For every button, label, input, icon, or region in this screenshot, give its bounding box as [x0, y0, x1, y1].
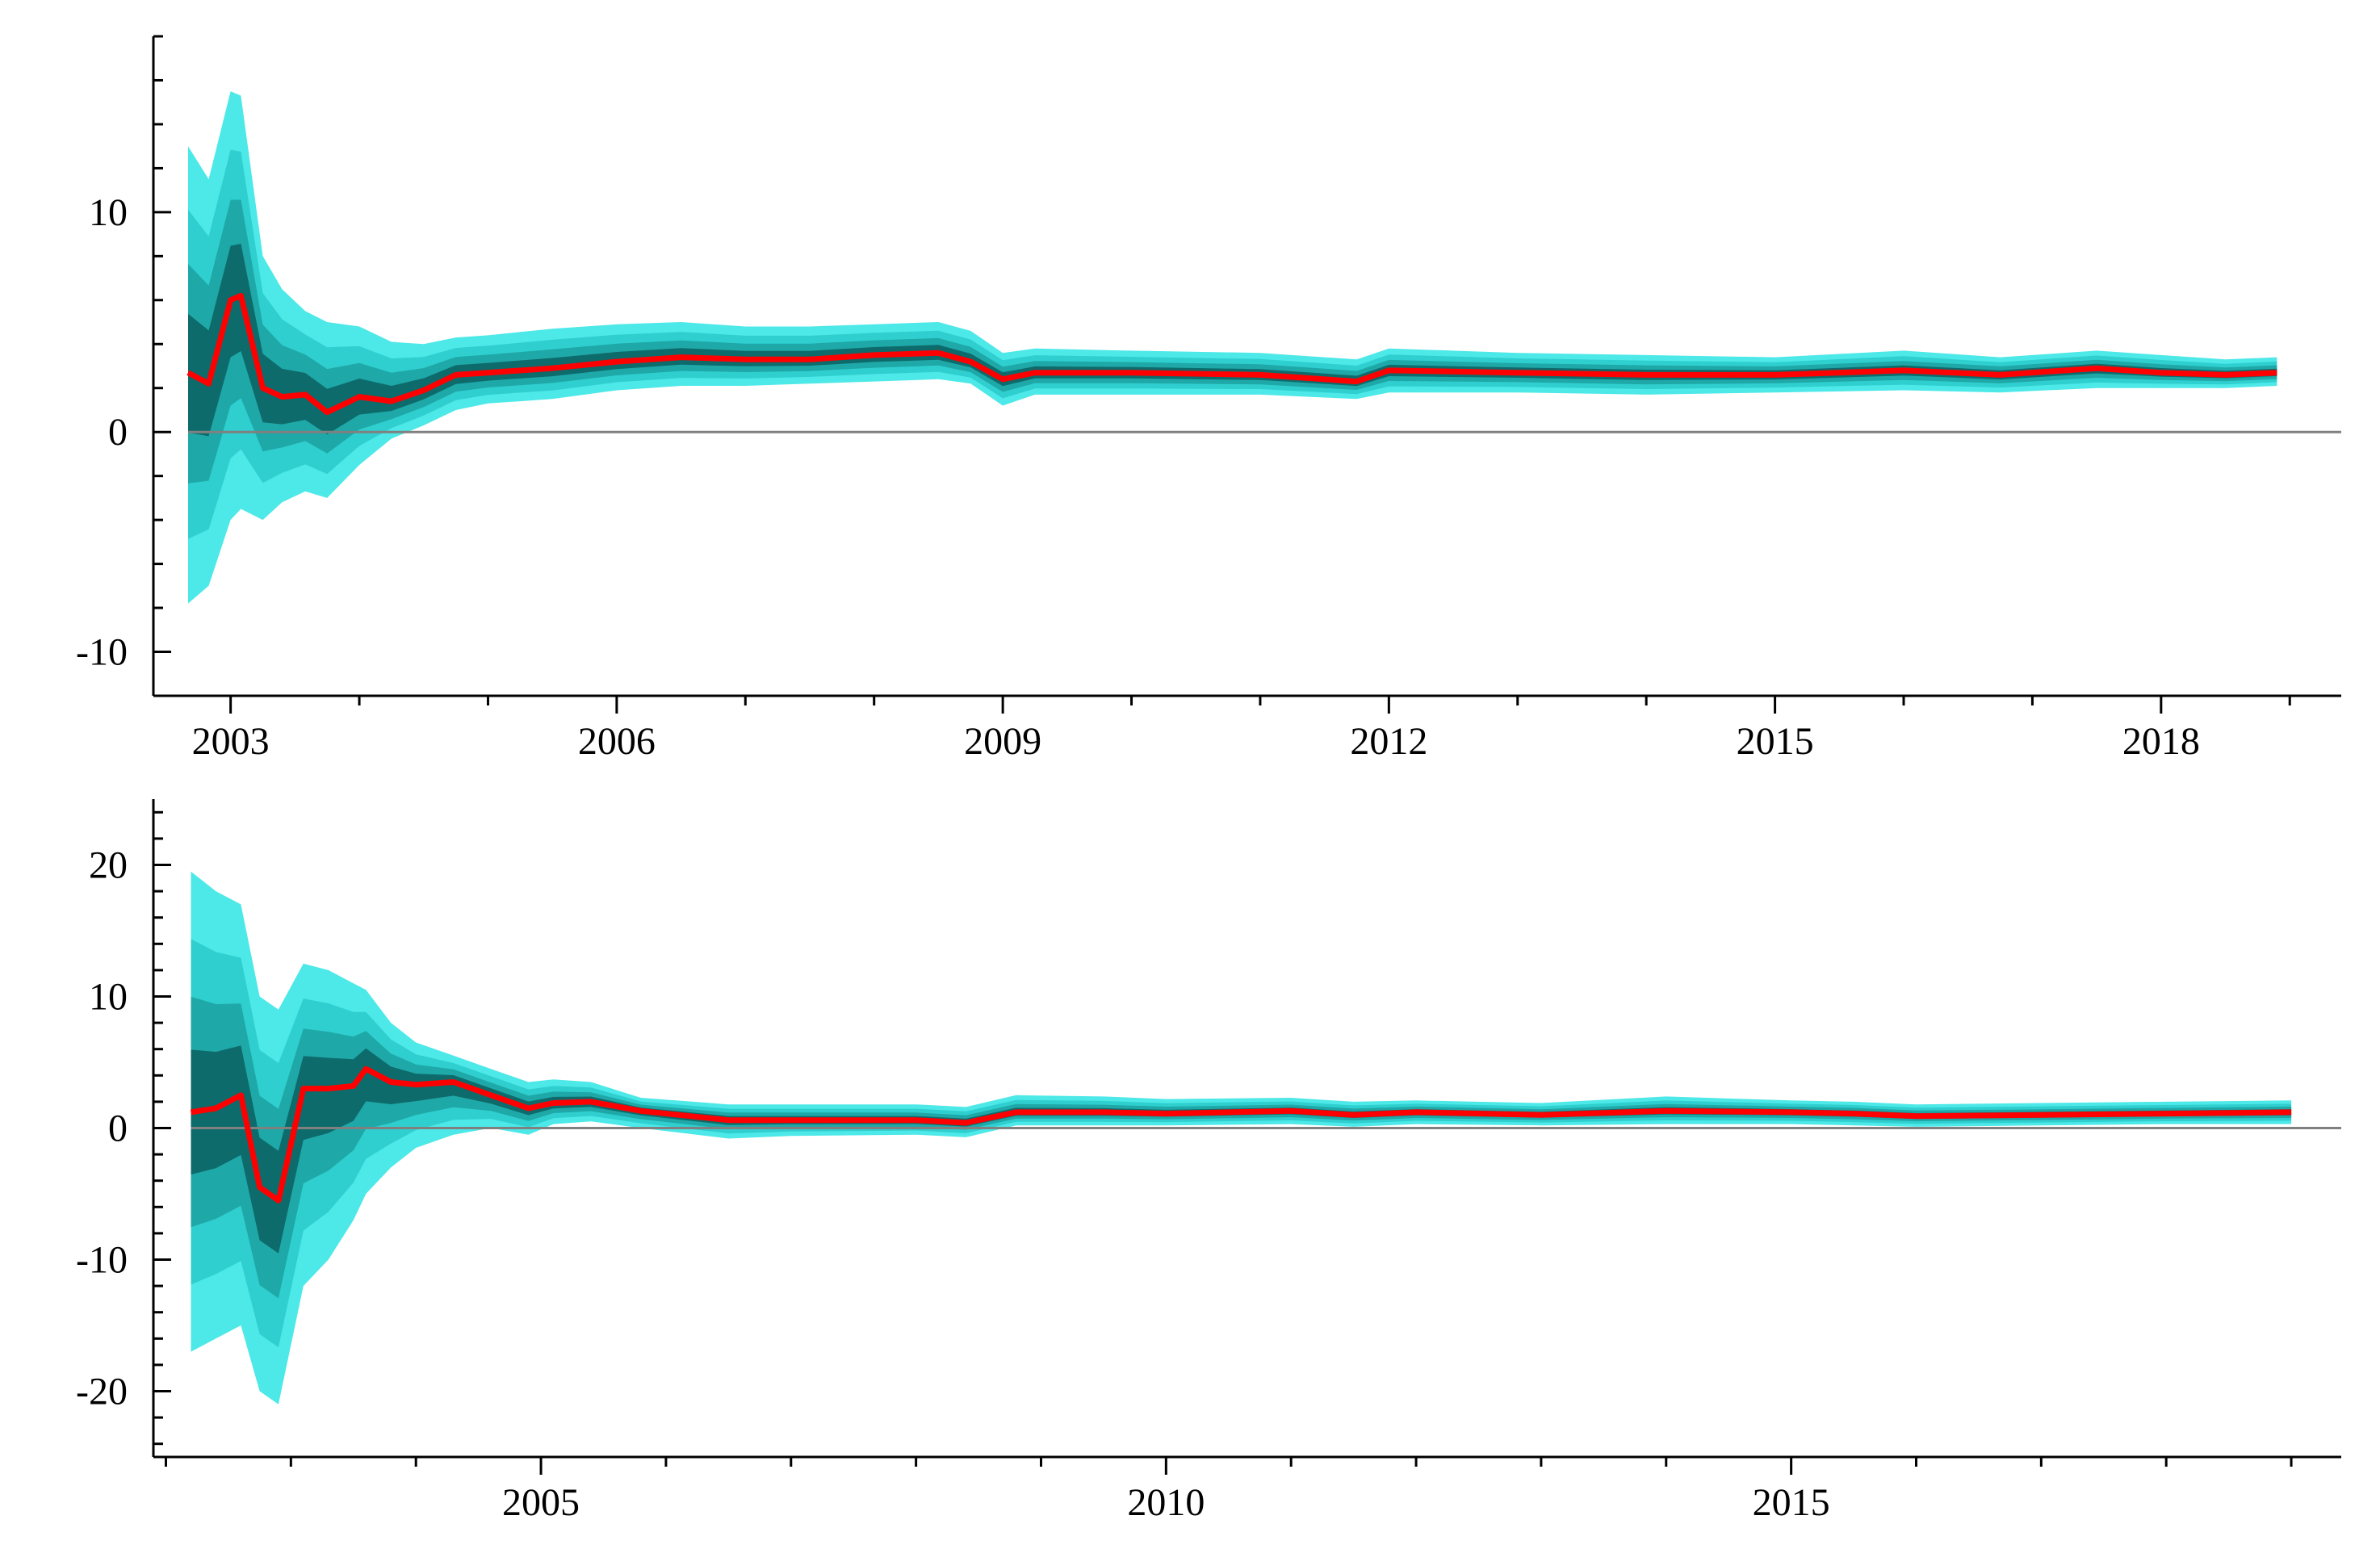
- x-tick-label: 2012: [1350, 720, 1427, 763]
- y-tick-label: -10: [76, 1239, 128, 1282]
- bottom-fan-bands: [191, 871, 2292, 1405]
- x-tick-label: 2015: [1737, 720, 1814, 763]
- top-fan-chart: 10 0 -10 2003 2006 2009 2012 2015 2018: [76, 35, 2341, 763]
- fan-band-2: [191, 996, 2292, 1299]
- top-fan-bands: [188, 91, 2277, 604]
- y-tick-label: -10: [76, 631, 128, 674]
- x-tick-label: 2003: [192, 720, 270, 763]
- fan-band-1: [188, 149, 2277, 539]
- bottom-median-line: [190, 1065, 2292, 1204]
- y-tick-label: -20: [76, 1371, 128, 1413]
- x-tick-label: 2015: [1753, 1481, 1830, 1524]
- fan-band-1: [191, 939, 2292, 1348]
- y-tick-label: 10: [89, 976, 128, 1019]
- y-tick-label: 10: [89, 191, 128, 234]
- top-median-line: [186, 292, 2277, 416]
- x-tick-label: 2009: [964, 720, 1041, 763]
- x-tick-label: 2005: [502, 1481, 580, 1524]
- x-tick-label: 2006: [578, 720, 656, 763]
- x-tick-label: 2018: [2122, 720, 2200, 763]
- y-tick-label: 20: [89, 844, 128, 887]
- fan-band-0: [191, 871, 2292, 1405]
- top-axes: 10 0 -10 2003 2006 2009 2012 2015 2018: [76, 35, 2341, 763]
- x-tick-label: 2010: [1127, 1481, 1205, 1524]
- y-tick-label: 0: [108, 1107, 128, 1150]
- y-tick-label: 0: [108, 411, 128, 454]
